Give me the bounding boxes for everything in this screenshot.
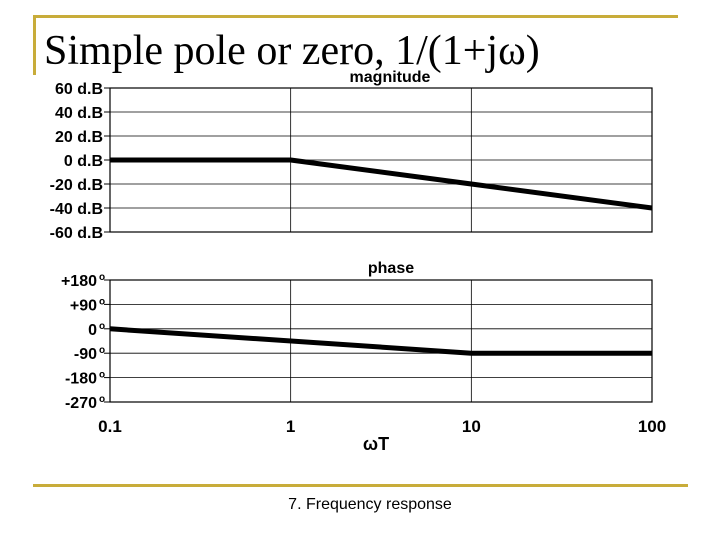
y-tick-label: -40 d.B — [50, 201, 103, 218]
accent-rule-vertical — [33, 15, 36, 75]
accent-rule-bottom — [33, 484, 688, 487]
y-tick-label: 0 — [88, 322, 97, 339]
magnitude-title: magnitude — [350, 69, 431, 86]
x-tick-label: 0.1 — [98, 417, 122, 436]
y-tick-degree: o — [99, 394, 105, 405]
y-tick-label: +90 — [70, 297, 97, 314]
accent-rule-top — [33, 15, 678, 18]
phase-title: phase — [368, 260, 414, 277]
series-line — [109, 326, 652, 356]
slide-footer: 7. Frequency response — [288, 496, 452, 513]
y-tick-degree: o — [99, 345, 105, 356]
slide-title: Simple pole or zero, 1/(1+jω) — [44, 28, 540, 74]
y-tick-label: 40 d.B — [55, 105, 103, 122]
y-tick-degree: o — [99, 272, 105, 283]
y-tick-label: 20 d.B — [55, 129, 103, 146]
y-tick-label: +180 — [61, 273, 97, 290]
y-tick-label: 60 d.B — [55, 81, 103, 98]
x-axis-label: ωT — [363, 434, 389, 454]
magnitude-plot: 60 d.B 40 d.B 20 d.B 0 d.B -20 d.B -40 d.B -60… — [50, 69, 653, 242]
x-tick-label: 10 — [462, 417, 481, 436]
y-tick-degree: o — [99, 321, 105, 332]
y-tick-label: -90 — [74, 346, 97, 363]
y-tick-degree: o — [99, 296, 105, 307]
y-tick-label: -60 d.B — [50, 225, 103, 242]
y-tick-label: 0 d.B — [64, 153, 103, 170]
series-line — [110, 157, 653, 211]
plot-frame — [109, 279, 653, 403]
x-tick-label: 100 — [638, 417, 666, 436]
y-tick-degree: o — [99, 370, 105, 381]
y-tick-label: -180 — [65, 371, 97, 388]
y-tick-label: -270 — [65, 395, 97, 412]
x-tick-label: 1 — [286, 417, 295, 436]
y-tick-label: -20 d.B — [50, 177, 103, 194]
